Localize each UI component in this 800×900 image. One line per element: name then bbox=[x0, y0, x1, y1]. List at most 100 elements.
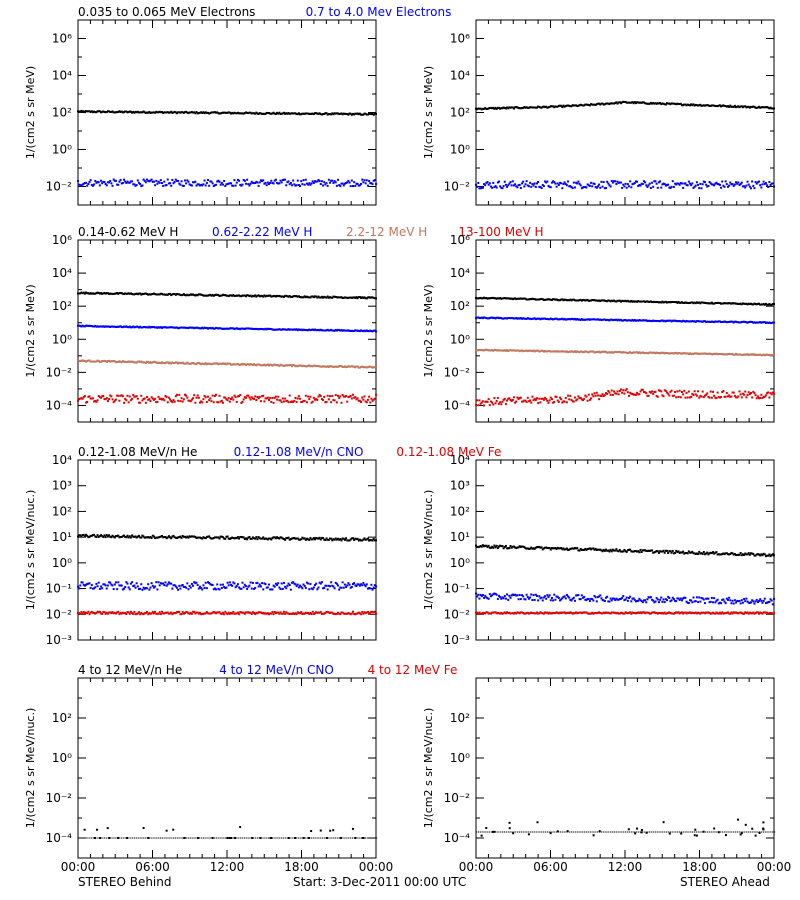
data-point bbox=[503, 180, 506, 183]
series bbox=[475, 179, 775, 190]
data-point bbox=[98, 610, 101, 613]
data-point bbox=[224, 396, 227, 399]
data-point bbox=[654, 180, 657, 183]
data-point bbox=[93, 400, 96, 403]
data-point bbox=[323, 181, 326, 184]
data-point bbox=[755, 303, 758, 306]
data-point bbox=[235, 294, 238, 297]
data-point bbox=[754, 181, 757, 184]
data-point bbox=[529, 399, 532, 402]
data-point bbox=[718, 396, 721, 399]
data-point bbox=[626, 549, 629, 552]
data-point bbox=[325, 537, 328, 540]
data-point bbox=[226, 362, 229, 365]
data-point bbox=[259, 112, 262, 115]
data-point bbox=[555, 350, 558, 353]
data-point bbox=[478, 316, 481, 319]
data-point bbox=[726, 321, 729, 324]
data-point bbox=[85, 611, 88, 614]
data-point bbox=[730, 105, 733, 108]
data-point bbox=[295, 401, 298, 404]
data-point bbox=[98, 396, 101, 399]
data-point bbox=[571, 187, 574, 190]
data-point bbox=[686, 103, 689, 106]
data-point bbox=[556, 350, 559, 353]
data-point bbox=[342, 329, 345, 332]
data-point bbox=[552, 298, 555, 301]
data-point bbox=[295, 613, 298, 616]
data-point bbox=[293, 328, 296, 331]
data-point bbox=[593, 318, 596, 321]
data-point bbox=[517, 317, 520, 320]
data-point bbox=[521, 297, 524, 300]
data-point bbox=[714, 396, 717, 399]
data-point bbox=[532, 106, 535, 109]
data-point bbox=[615, 318, 618, 321]
data-point bbox=[81, 581, 84, 584]
data-point bbox=[636, 319, 639, 322]
data-point bbox=[475, 296, 477, 299]
data-point bbox=[185, 110, 188, 113]
data-point bbox=[146, 610, 149, 613]
data-point bbox=[142, 535, 145, 538]
data-point bbox=[77, 180, 79, 183]
data-point bbox=[197, 327, 200, 330]
data-point bbox=[680, 352, 683, 355]
data-point bbox=[233, 111, 236, 114]
data-point bbox=[762, 353, 765, 356]
data-point bbox=[247, 363, 250, 366]
data-point bbox=[193, 327, 196, 330]
data-point bbox=[763, 597, 766, 600]
data-point bbox=[580, 398, 583, 401]
data-point bbox=[301, 112, 304, 115]
data-point bbox=[78, 183, 81, 186]
data-point bbox=[89, 179, 92, 182]
data-point bbox=[738, 184, 741, 187]
data-point bbox=[476, 595, 479, 598]
data-point bbox=[695, 394, 698, 397]
data-point bbox=[687, 550, 690, 553]
data-point bbox=[358, 612, 361, 615]
data-point bbox=[159, 535, 162, 538]
data-point bbox=[724, 302, 727, 305]
data-point bbox=[733, 394, 736, 397]
data-point bbox=[511, 612, 514, 615]
data-point bbox=[285, 328, 288, 331]
data-point bbox=[623, 351, 626, 354]
data-point bbox=[123, 178, 126, 181]
data-point bbox=[334, 537, 337, 540]
data-point bbox=[96, 180, 99, 183]
data-point bbox=[185, 362, 188, 365]
data-point bbox=[129, 536, 132, 539]
data-point bbox=[485, 296, 488, 299]
data-point bbox=[156, 111, 159, 114]
data-point bbox=[236, 294, 239, 297]
data-point bbox=[493, 316, 496, 319]
data-point bbox=[752, 321, 755, 324]
data-point bbox=[596, 185, 599, 188]
data-point bbox=[205, 363, 208, 366]
data-point bbox=[684, 596, 687, 599]
data-point bbox=[591, 103, 594, 106]
data-point bbox=[599, 318, 602, 321]
data-point bbox=[112, 292, 115, 295]
data-point bbox=[355, 585, 358, 588]
data-point bbox=[101, 110, 104, 113]
data-point bbox=[593, 351, 596, 354]
data-point bbox=[250, 180, 253, 183]
data-point bbox=[720, 321, 723, 324]
data-point bbox=[104, 360, 107, 363]
data-point bbox=[318, 112, 321, 115]
data-point bbox=[641, 549, 644, 552]
data-point bbox=[740, 181, 743, 184]
data-point bbox=[744, 600, 747, 603]
data-point bbox=[348, 395, 351, 398]
data-point bbox=[533, 350, 536, 353]
data-point bbox=[764, 182, 767, 185]
data-point bbox=[190, 612, 193, 615]
data-point bbox=[172, 612, 175, 615]
data-point bbox=[195, 111, 198, 114]
data-point bbox=[545, 105, 548, 108]
data-point bbox=[143, 325, 146, 328]
data-point bbox=[593, 182, 596, 185]
